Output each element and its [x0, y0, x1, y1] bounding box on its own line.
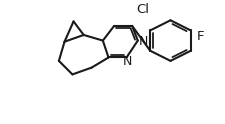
- Text: Cl: Cl: [135, 2, 148, 16]
- Text: N: N: [122, 55, 132, 68]
- Text: F: F: [196, 30, 204, 43]
- Text: N: N: [138, 35, 147, 48]
